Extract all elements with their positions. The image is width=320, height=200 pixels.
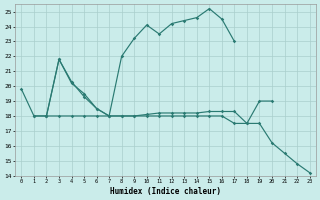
X-axis label: Humidex (Indice chaleur): Humidex (Indice chaleur) bbox=[110, 187, 221, 196]
